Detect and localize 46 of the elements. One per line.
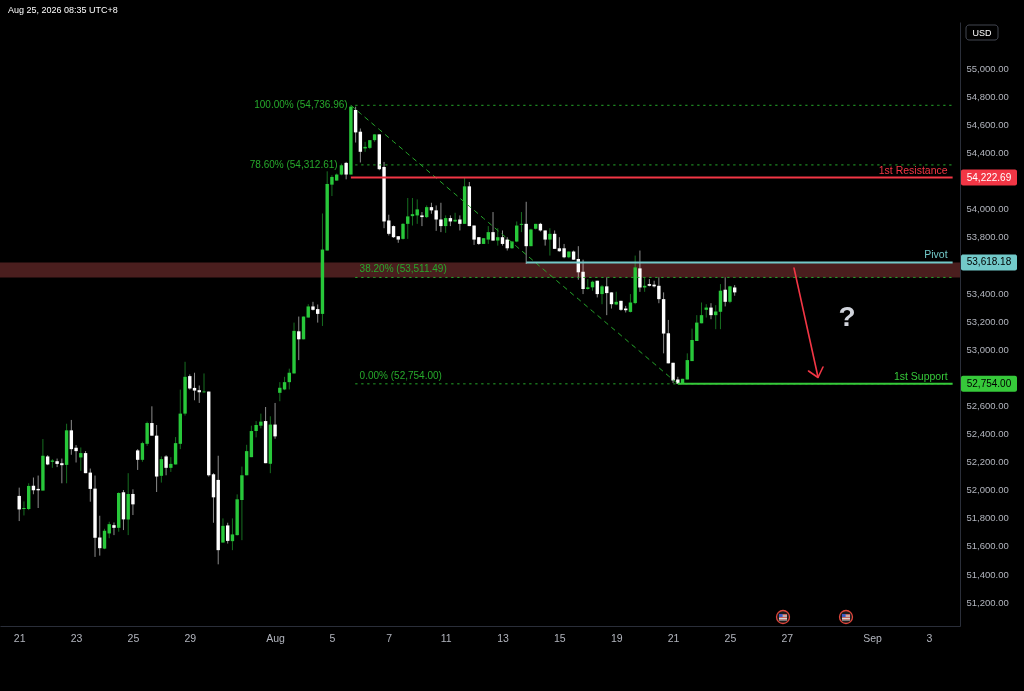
y-tick-label: 54,800.00 — [966, 90, 1009, 102]
y-axis-title: USD — [972, 27, 992, 38]
y-tick-label: 51,200.00 — [966, 596, 1009, 608]
annotation: ? — [838, 301, 856, 332]
data-label: 78.60% (54,312.61) — [249, 158, 338, 170]
x-tick-label: Aug — [266, 631, 286, 644]
data-label: 100.00% (54,736.96) — [254, 99, 348, 111]
y-tick-label: 51,800.00 — [966, 512, 1009, 524]
y-tick-label: 52,000.00 — [966, 484, 1009, 496]
y-tick-label: 54,600.00 — [966, 119, 1009, 131]
text: Aug 25, 2026 08:35 UTC+8 — [8, 5, 118, 15]
x-tick-label: 19 — [610, 631, 623, 644]
y-tick-label: 54,000.00 — [966, 203, 1009, 215]
y-tick-label: 51,600.00 — [966, 540, 1009, 552]
x-tick-label: 15 — [554, 631, 566, 644]
y-tick-label: 52,200.00 — [966, 456, 1009, 468]
y-tick-label: 52,400.00 — [966, 428, 1009, 440]
y-tick-label: 53,000.00 — [966, 343, 1009, 355]
y-tick-label: 53,400.00 — [966, 287, 1009, 299]
x-tick-label: 13 — [497, 631, 509, 644]
x-tick-label: 25 — [724, 631, 737, 644]
data-label: 53,618.18 — [966, 256, 1012, 268]
x-tick-label: 23 — [70, 631, 83, 644]
data-label: 54,222.69 — [966, 171, 1012, 183]
y-tick-label: 53,800.00 — [966, 231, 1009, 243]
y-tick-label: 52,600.00 — [966, 399, 1009, 411]
series-label: 1st Resistance — [878, 163, 948, 176]
x-tick-label: 11 — [440, 631, 452, 644]
series-label: Pivot — [924, 248, 948, 261]
data-label: 0.00% (52,754.00) — [359, 369, 442, 381]
series-label: 1st Support — [893, 369, 948, 382]
x-tick-label: 21 — [667, 631, 680, 644]
x-tick-label: 21 — [13, 631, 26, 644]
x-tick-label: 5 — [329, 631, 336, 644]
data-label: 52,754.00 — [966, 377, 1012, 389]
y-tick-label: 55,000.00 — [966, 62, 1009, 74]
x-tick-label: Sep — [863, 631, 883, 644]
y-tick-label: 53,200.00 — [966, 315, 1009, 327]
x-tick-label: 29 — [184, 631, 197, 644]
x-tick-label: 3 — [926, 631, 933, 644]
y-tick-label: 54,400.00 — [966, 147, 1009, 159]
x-tick-label: 7 — [386, 631, 393, 644]
x-tick-label: 25 — [127, 631, 140, 644]
y-tick-label: 51,400.00 — [966, 568, 1009, 580]
x-tick-label: 27 — [781, 631, 794, 644]
data-label: 38.20% (53,511.49) — [359, 263, 447, 275]
